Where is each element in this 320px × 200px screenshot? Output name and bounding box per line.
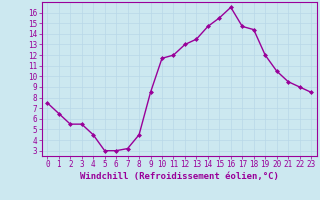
X-axis label: Windchill (Refroidissement éolien,°C): Windchill (Refroidissement éolien,°C) <box>80 172 279 181</box>
